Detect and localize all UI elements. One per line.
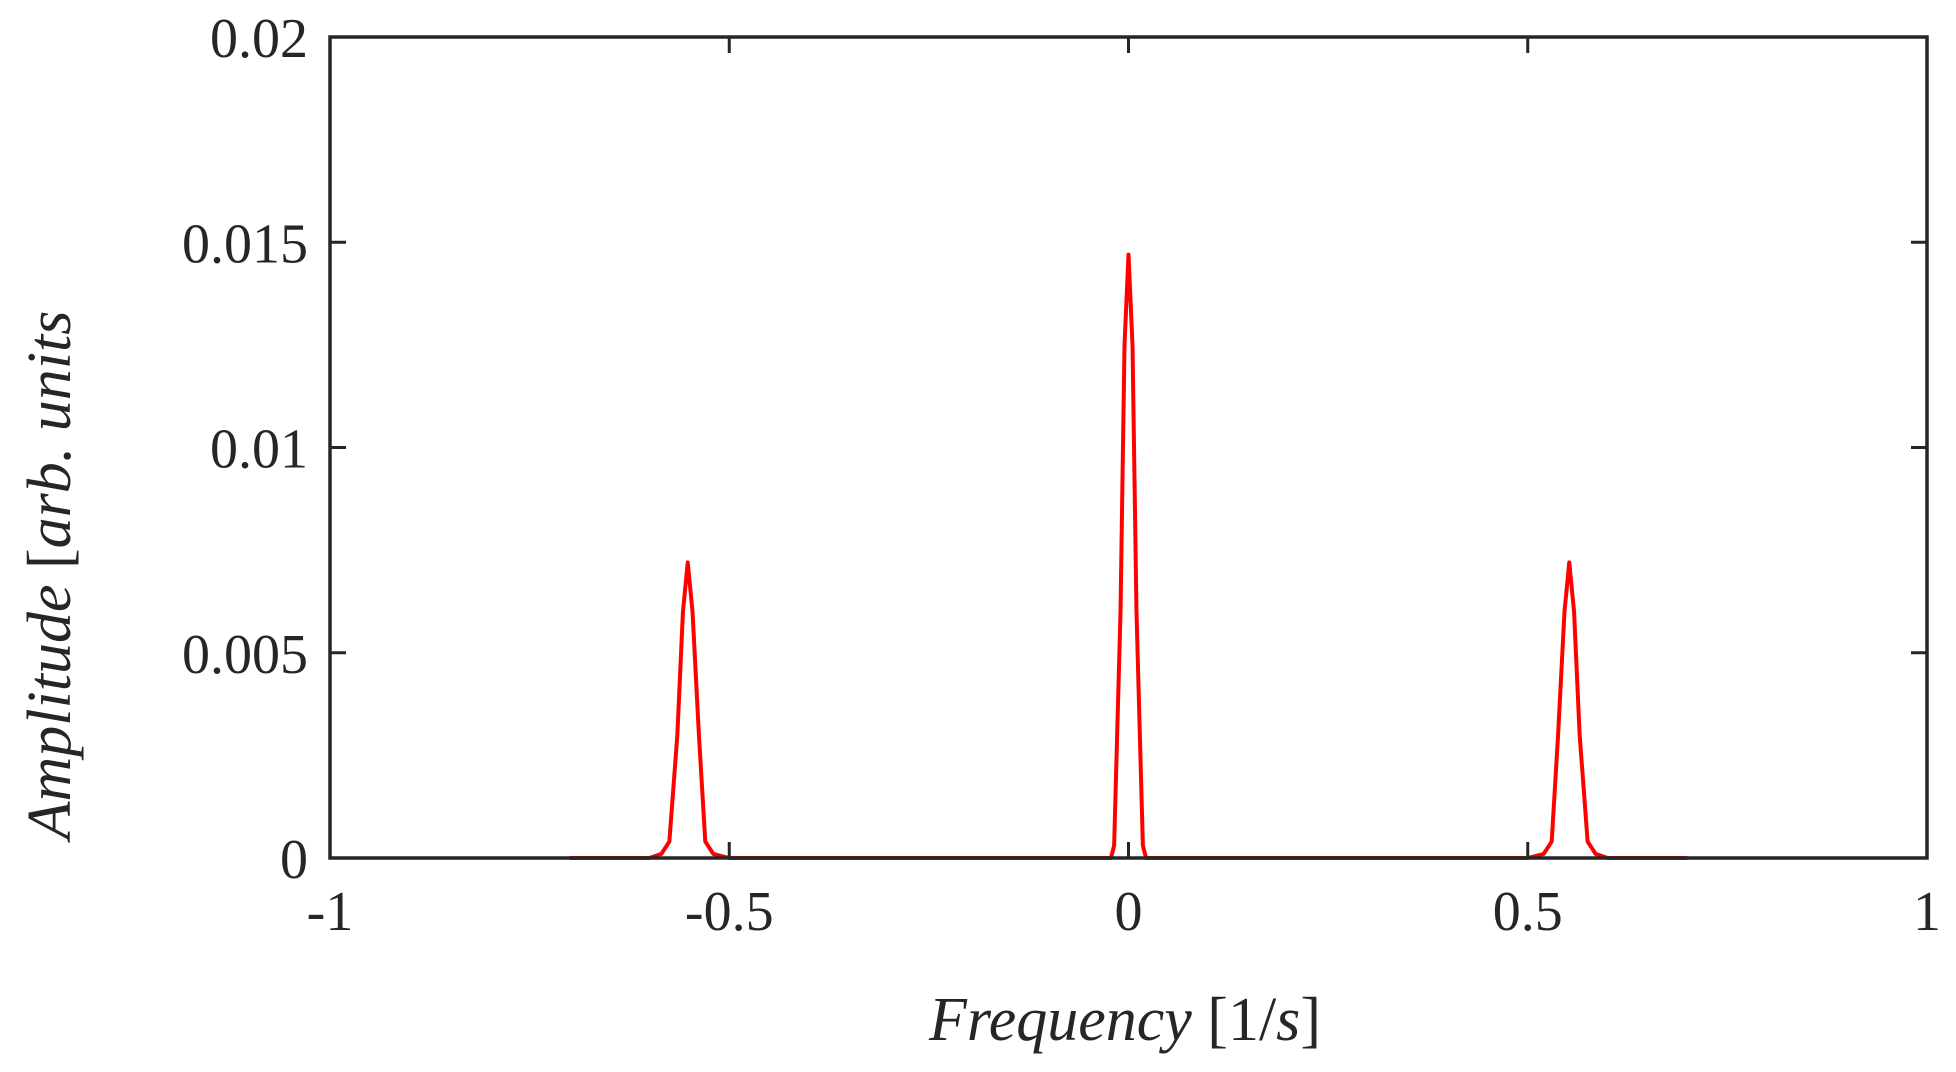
y-tick-label: 0.01 [210, 419, 308, 481]
y-tick-label: 0.005 [182, 624, 308, 686]
series-line-1 [569, 252, 1688, 860]
y-tick-label: 0.015 [182, 213, 308, 275]
x-tick-label: 0 [1115, 881, 1143, 943]
x-tick-label: 0.5 [1493, 881, 1563, 943]
y-axis-title: Amplitude [arb. units [16, 311, 84, 844]
x-axis-ticks: -1 -0.5 0 0.5 1 [307, 37, 1941, 943]
y-tick-label: 0 [280, 829, 308, 891]
x-axis-title: Frequency [1/s] [928, 986, 1321, 1054]
plot-area [569, 252, 1688, 860]
y-tick-label: 0.02 [210, 8, 308, 70]
axes-box [328, 35, 1929, 860]
axes-frame [328, 35, 1929, 860]
x-tick-label: -0.5 [685, 881, 774, 943]
y-axis-ticks: 0 0.005 0.01 0.015 0.02 [182, 8, 1927, 891]
x-tick-label: 1 [1913, 881, 1941, 943]
x-tick-label: -1 [307, 881, 354, 943]
